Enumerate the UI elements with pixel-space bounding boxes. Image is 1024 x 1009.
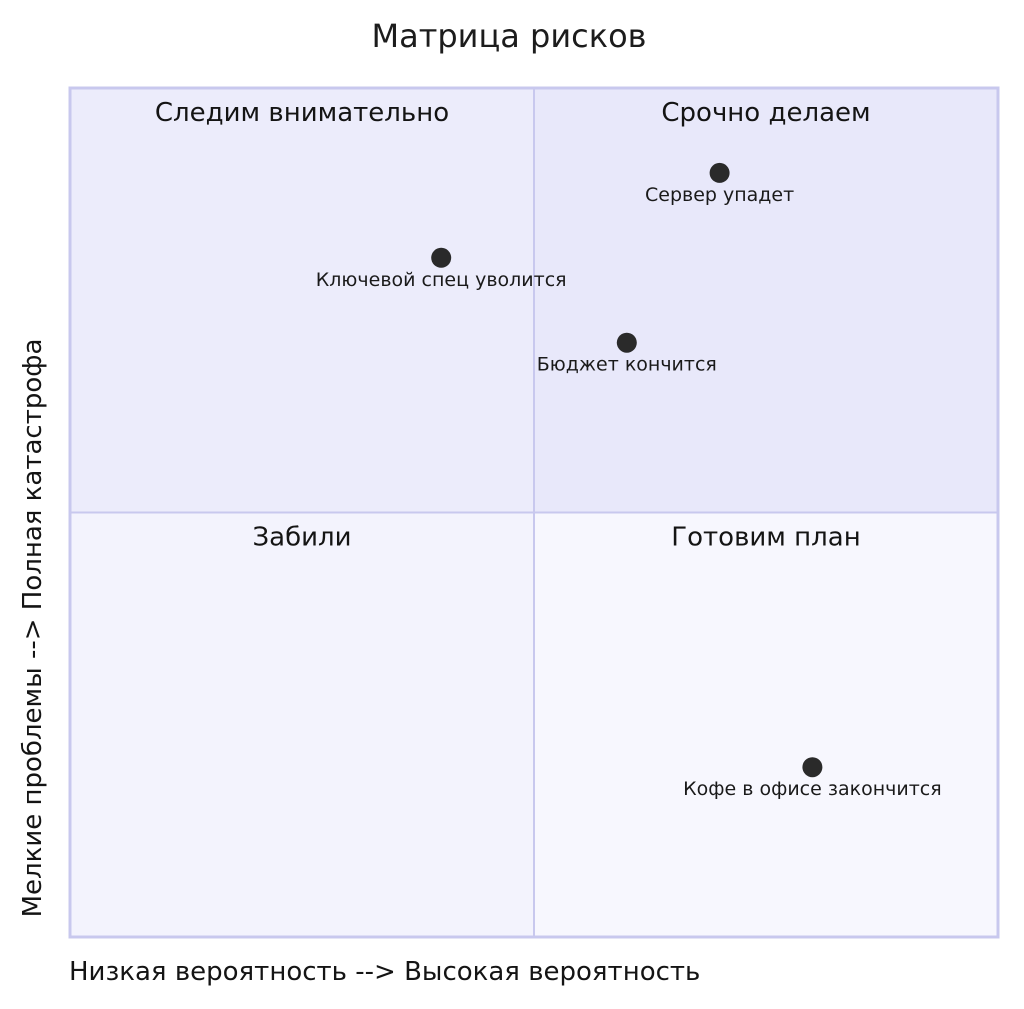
quadrant-label-top-right: Срочно делаем <box>661 98 870 128</box>
quadrant-bottom-right <box>534 512 998 937</box>
data-point-label-4: Кофе в офисе закончится <box>683 778 942 800</box>
y-axis-label: Мелкие проблемы --> Полная катастрофа <box>18 339 48 918</box>
quadrant-label-bottom-right: Готовим план <box>671 523 860 553</box>
data-point-2 <box>431 247 452 268</box>
data-point-label-1: Сервер упадет <box>645 184 794 206</box>
chart-title: Матрица рисков <box>372 17 647 55</box>
data-point-1 <box>709 162 730 183</box>
x-axis-label: Низкая вероятность --> Высокая вероятнос… <box>69 957 700 987</box>
data-point-label-2: Ключевой спец уволится <box>316 269 567 291</box>
quadrant-bottom-left <box>70 512 534 937</box>
data-point-label-3: Бюджет кончится <box>537 354 717 376</box>
quadrant-top-right <box>534 88 998 513</box>
data-point-3 <box>616 332 637 353</box>
plot-area <box>68 86 1000 939</box>
data-points: Сервер упадет Ключевой спец уволится Бюдже… <box>316 162 942 800</box>
plot-border <box>68 86 1000 939</box>
quadrant-top-left <box>70 88 534 513</box>
data-point-4 <box>802 757 823 778</box>
quadrant-label-bottom-left: Забили <box>252 523 351 553</box>
quadrant-label-top-left: Следим внимательно <box>155 98 449 128</box>
